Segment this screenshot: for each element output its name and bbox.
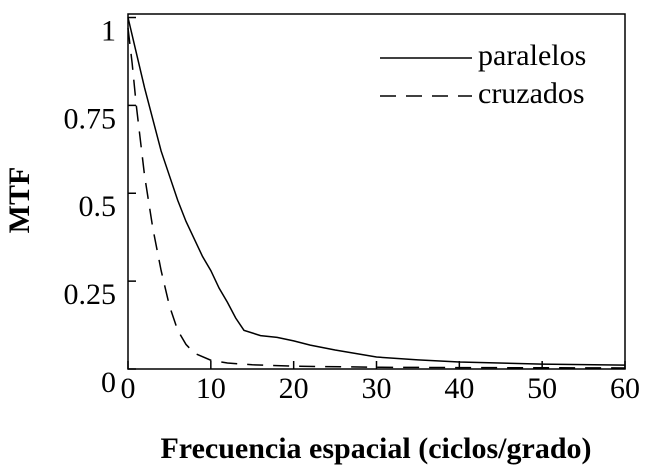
x-tick-label: 30: [362, 372, 392, 405]
x-axis-label: Frecuencia espacial (ciclos/grado): [160, 432, 591, 465]
legend-label: paralelos: [478, 39, 586, 72]
y-tick-label: 1: [101, 14, 116, 47]
x-tick-label: 60: [610, 372, 640, 405]
x-tick-label: 20: [279, 372, 309, 405]
legend-label: cruzados: [478, 77, 585, 110]
x-tick-label: 10: [196, 372, 226, 405]
x-tick-label: 50: [527, 372, 557, 405]
x-tick-label: 40: [444, 372, 474, 405]
y-tick-label: 0.75: [64, 102, 117, 135]
series-line: [127, 27, 626, 369]
y-tick-label: 0.5: [79, 190, 117, 223]
x-tick-label: 0: [121, 372, 136, 405]
series-line: [127, 17, 626, 366]
y-tick-label: 0.25: [64, 278, 117, 311]
y-axis-label: MTF: [3, 167, 36, 234]
y-tick-label: 0: [101, 366, 116, 399]
